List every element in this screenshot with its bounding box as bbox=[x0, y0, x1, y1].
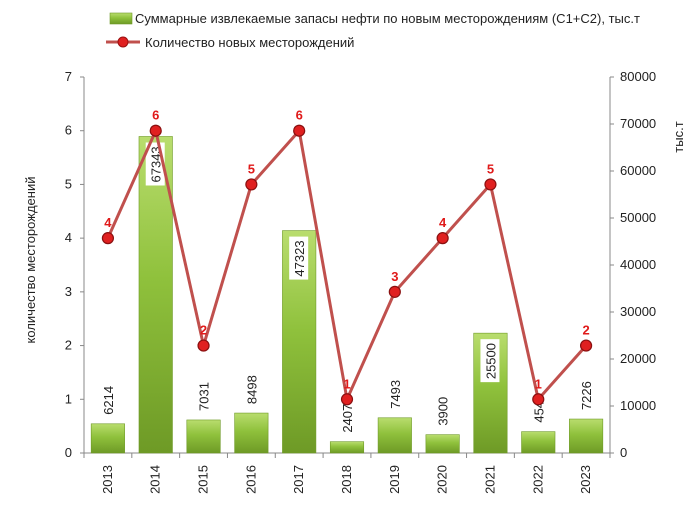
bar-value-label: 25500 bbox=[483, 343, 498, 379]
y2-tick-label: 80000 bbox=[620, 69, 656, 84]
bar-value-label: 2407 bbox=[340, 404, 355, 433]
line-value-label: 6 bbox=[152, 108, 159, 123]
bar bbox=[186, 419, 221, 454]
bar bbox=[90, 423, 125, 454]
line-point bbox=[101, 232, 115, 245]
x-tick-label: 2016 bbox=[243, 465, 258, 494]
bar-value-label: 7031 bbox=[197, 382, 212, 411]
y-tick-label: 7 bbox=[65, 69, 72, 84]
line-point bbox=[293, 124, 306, 137]
bar-value-label: 7226 bbox=[579, 381, 594, 410]
x-tick-label: 2023 bbox=[578, 465, 593, 494]
bar-label-group: 7493 bbox=[384, 376, 404, 412]
bar-label-bg bbox=[193, 378, 213, 414]
x-tick-label: 2022 bbox=[530, 465, 545, 494]
line-labels: 4 6 2 5 6 1 3 4 5 1 2 bbox=[104, 108, 589, 392]
bar-label-group: 25500 bbox=[480, 339, 500, 383]
y2-tick-label: 20000 bbox=[620, 351, 656, 366]
legend: Суммарные извлекаемые запасы нефти по но… bbox=[106, 11, 640, 50]
x-tick-label: 2015 bbox=[196, 465, 211, 494]
bar-value-label: 3900 bbox=[436, 397, 451, 426]
y-tick-label: 6 bbox=[65, 123, 72, 138]
bar-label-bg bbox=[241, 371, 261, 408]
y2-tick-label: 70000 bbox=[620, 116, 656, 131]
legend-bar-swatch bbox=[109, 12, 133, 25]
bar-label-group: 7226 bbox=[576, 377, 596, 414]
line-point bbox=[388, 285, 401, 298]
y-tick-label: 3 bbox=[65, 284, 72, 299]
line-series bbox=[101, 124, 593, 406]
bar-label-bg bbox=[480, 339, 500, 383]
bar bbox=[425, 434, 460, 454]
line-point bbox=[436, 232, 449, 245]
line-value-label: 3 bbox=[391, 269, 398, 284]
line-path bbox=[106, 129, 588, 401]
line-point bbox=[149, 124, 162, 137]
bar-label-group: 2407 bbox=[337, 400, 356, 436]
y2-tick-label: 60000 bbox=[620, 163, 656, 178]
bar-label-group: 7031 bbox=[193, 378, 213, 414]
x-tick-label: 2019 bbox=[387, 465, 402, 494]
line-point bbox=[484, 178, 497, 191]
y-tick-label: 1 bbox=[65, 391, 72, 406]
legend-line-marker bbox=[117, 36, 129, 48]
bar-label-bg bbox=[576, 377, 596, 414]
y2-tick-label: 0 bbox=[620, 445, 627, 460]
line-value-label: 5 bbox=[487, 161, 494, 176]
bar bbox=[377, 417, 412, 454]
bar bbox=[138, 136, 173, 454]
bar-label-group: 47323 bbox=[289, 236, 309, 280]
y2-tick-label: 10000 bbox=[620, 398, 656, 413]
bar-value-label: 6214 bbox=[101, 386, 116, 415]
x-tick-label: 2013 bbox=[100, 465, 115, 494]
bar-label-bg bbox=[337, 400, 356, 436]
x-tick-label: 2018 bbox=[339, 465, 354, 494]
line-value-label: 4 bbox=[439, 215, 447, 230]
x-tick-label: 2020 bbox=[435, 465, 450, 494]
y-axis-title: количество месторождений bbox=[23, 177, 38, 344]
y2-tick-label: 30000 bbox=[620, 304, 656, 319]
line-point bbox=[197, 339, 210, 352]
y2-axis-title: тыс.т bbox=[671, 121, 686, 152]
y-tick-label: 4 bbox=[65, 230, 72, 245]
line-value-label: 2 bbox=[582, 323, 589, 338]
bar bbox=[521, 431, 556, 454]
bar-label-group: 6214 bbox=[97, 382, 117, 418]
y-tick-label: 0 bbox=[65, 445, 72, 460]
legend-line-label: Количество новых месторождений bbox=[145, 35, 354, 50]
y2-tick-label: 50000 bbox=[620, 210, 656, 225]
bar-value-label: 8498 bbox=[244, 375, 259, 404]
y-tick-label: 5 bbox=[65, 176, 72, 191]
bar bbox=[234, 412, 269, 454]
bar bbox=[329, 441, 365, 454]
bar-value-label: 47323 bbox=[292, 240, 307, 276]
line-point bbox=[340, 393, 354, 406]
bar bbox=[569, 418, 604, 454]
legend-bar-label: Суммарные извлекаемые запасы нефти по но… bbox=[135, 11, 640, 26]
line-point bbox=[532, 393, 545, 406]
x-tick-label: 2017 bbox=[291, 465, 306, 494]
bar-label-bg bbox=[384, 376, 404, 412]
line-value-label: 1 bbox=[343, 376, 350, 391]
bar-label-bg bbox=[432, 393, 452, 429]
bar-label-bg bbox=[289, 236, 309, 280]
line-value-label: 1 bbox=[535, 376, 542, 391]
line-point bbox=[579, 339, 593, 352]
bar-label-group: 3900 bbox=[432, 393, 452, 429]
x-tick-label: 2014 bbox=[148, 465, 163, 494]
line-value-label: 4 bbox=[104, 215, 112, 230]
bar-label-group: 8498 bbox=[241, 371, 261, 408]
y2-tick-label: 40000 bbox=[620, 257, 656, 272]
axes: 0 1 2 3 4 5 6 7 0 10000 20000 30000 40000 50000 60000 7… bbox=[23, 69, 686, 494]
x-tick-label: 2021 bbox=[482, 465, 497, 494]
line-point bbox=[245, 178, 258, 191]
bar-label-bg bbox=[97, 382, 117, 418]
line-value-label: 6 bbox=[296, 108, 303, 123]
line-value-label: 2 bbox=[200, 323, 207, 338]
y-tick-label: 2 bbox=[65, 338, 72, 353]
bar-value-label: 7493 bbox=[388, 380, 403, 409]
line-value-label: 5 bbox=[248, 161, 255, 176]
